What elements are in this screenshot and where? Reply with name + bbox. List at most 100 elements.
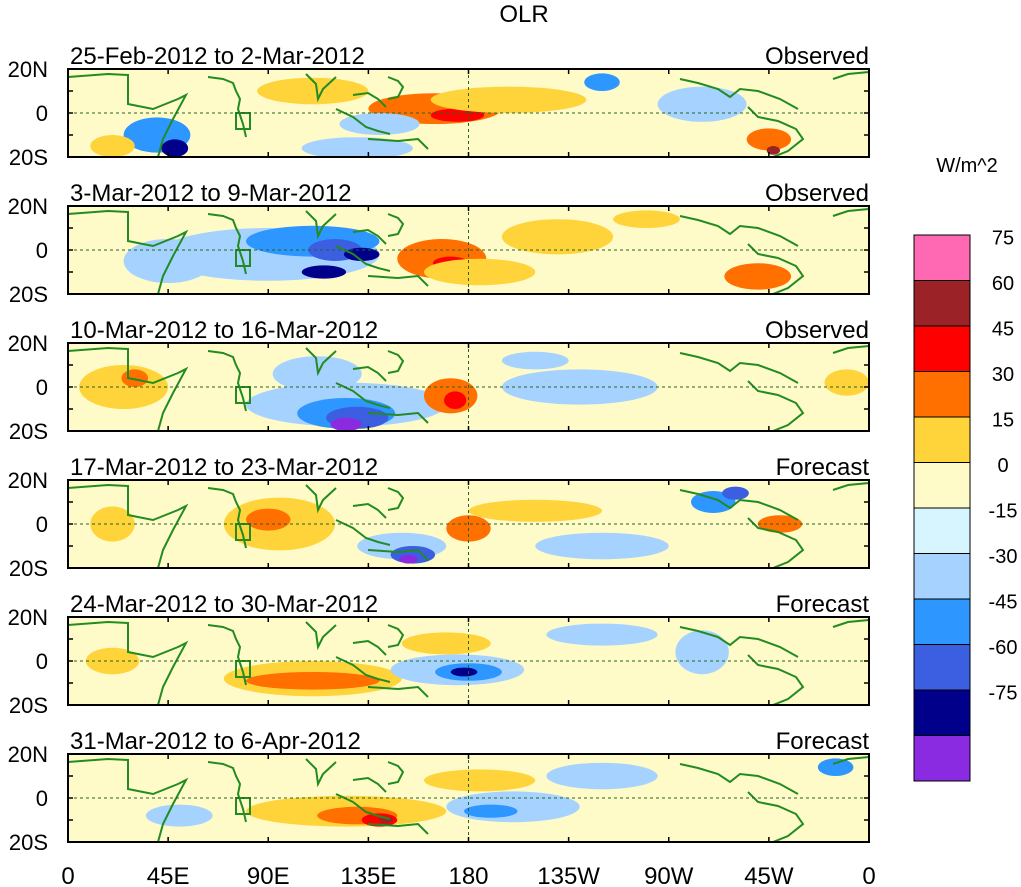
olr-anomaly-patch xyxy=(145,804,213,827)
x-tick-label: 90E xyxy=(247,863,290,887)
coastline xyxy=(305,758,337,788)
coastline xyxy=(679,352,799,384)
map-panel: 25-Feb-2012 to 2-Mar-2012 Observed 20N 0 20S xyxy=(8,43,870,170)
coastline xyxy=(747,243,805,294)
panel-status: Observed xyxy=(765,43,869,70)
x-tick-label: 135E xyxy=(340,863,396,887)
coastline xyxy=(68,483,189,568)
colorbar-label: 75 xyxy=(992,228,1014,250)
coastline xyxy=(68,346,189,431)
y-tick-label: 20S xyxy=(9,282,48,307)
panel-period: 17-Mar-2012 to 23-Mar-2012 xyxy=(70,454,378,481)
y-tick-label: 20N xyxy=(8,742,48,767)
coastline xyxy=(207,213,247,275)
map-area xyxy=(68,754,869,842)
panel-period: 3-Mar-2012 to 9-Mar-2012 xyxy=(70,180,351,207)
coastline xyxy=(367,822,429,835)
coastline xyxy=(335,519,391,546)
olr-anomaly-patch xyxy=(343,247,380,261)
map-area xyxy=(68,343,869,431)
olr-anomaly-patch xyxy=(424,769,536,792)
y-tick-label: 20S xyxy=(9,556,48,581)
olr-anomaly-patch xyxy=(424,258,536,286)
colorbar-label: 45 xyxy=(992,319,1014,341)
coastline xyxy=(367,137,429,150)
panel-period: 31-Mar-2012 to 6-Apr-2012 xyxy=(70,728,361,755)
olr-anomaly-patch xyxy=(446,791,580,823)
y-tick-label: 0 xyxy=(36,101,48,126)
olr-anomaly-patch xyxy=(584,73,620,91)
x-axis: 0 45E 90E 135E 180 135W 90W 45W 0 xyxy=(61,863,875,887)
y-tick-label: 20N xyxy=(8,331,48,356)
panel-status: Observed xyxy=(765,180,869,207)
coastline xyxy=(387,624,405,648)
map-panel: 3-Mar-2012 to 9-Mar-2012 Observed 20N 0 20S xyxy=(8,180,870,307)
colorbar-swatch xyxy=(913,416,971,463)
colorbar-label: -75 xyxy=(989,683,1018,705)
coastline xyxy=(207,76,247,138)
coastline xyxy=(207,761,247,823)
olr-anomaly-patch xyxy=(468,499,602,522)
coastline xyxy=(367,411,429,424)
y-tick-label: 20S xyxy=(9,145,48,170)
colorbar-swatch xyxy=(913,325,971,372)
y-tick-label: 20N xyxy=(8,57,48,82)
coastline xyxy=(68,620,189,705)
colorbar-swatch xyxy=(913,598,971,645)
map-area xyxy=(68,69,869,157)
colorbar-label: -30 xyxy=(989,546,1018,568)
olr-anomaly-patch xyxy=(301,265,347,279)
coastline xyxy=(305,210,337,240)
map-panel: 31-Mar-2012 to 6-Apr-2012 Forecast 20N 0 20S xyxy=(8,728,870,855)
coastline xyxy=(335,793,391,820)
coastline xyxy=(679,215,799,247)
map-panel: 24-Mar-2012 to 30-Mar-2012 Forecast 20N 0 20… xyxy=(8,591,870,718)
coastline xyxy=(832,71,869,80)
coastline xyxy=(747,380,805,431)
coastline xyxy=(352,502,387,519)
map-area xyxy=(68,206,869,294)
olr-anomaly-patch xyxy=(766,146,780,155)
x-tick-label: 135W xyxy=(537,863,600,887)
colorbar-swatch xyxy=(913,371,971,418)
map-panel: 10-Mar-2012 to 16-Mar-2012 Observed 20N 0 20… xyxy=(8,317,870,444)
y-tick-label: 20S xyxy=(9,419,48,444)
olr-anomaly-patch xyxy=(535,532,669,560)
coastline xyxy=(335,382,391,409)
coastline xyxy=(679,626,799,658)
coastline xyxy=(387,350,405,374)
olr-anomaly-patch xyxy=(546,623,658,646)
coastline xyxy=(352,776,387,793)
y-tick-label: 20N xyxy=(8,194,48,219)
coastline xyxy=(68,209,189,294)
coastline xyxy=(352,91,387,108)
olr-anomaly-patch xyxy=(161,139,189,157)
olr-anomaly-patch xyxy=(450,667,478,677)
coastline xyxy=(305,73,337,103)
colorbar-label: 0 xyxy=(997,455,1008,477)
olr-anomaly-patch xyxy=(675,630,729,675)
olr-anomaly-patch xyxy=(501,219,614,255)
panel-period: 25-Feb-2012 to 2-Mar-2012 xyxy=(70,43,365,70)
x-tick-label: 0 xyxy=(61,863,74,887)
coastline xyxy=(305,621,337,651)
coastline xyxy=(832,619,869,628)
coastline xyxy=(747,106,805,157)
map-area xyxy=(68,480,869,568)
coastline xyxy=(335,108,391,135)
coastline xyxy=(387,76,405,100)
coastline xyxy=(305,484,337,514)
coastline xyxy=(679,489,799,521)
olr-anomaly-patch xyxy=(330,417,362,431)
olr-anomaly-patch xyxy=(724,263,792,290)
coastline xyxy=(679,78,799,110)
panel-status: Forecast xyxy=(776,591,870,618)
panel-period: 10-Mar-2012 to 16-Mar-2012 xyxy=(70,317,378,344)
coastline xyxy=(367,685,429,698)
olr-anomaly-patch xyxy=(257,77,369,105)
colorbar-units: W/m^2 xyxy=(936,155,998,177)
coastline xyxy=(387,487,405,511)
coastline xyxy=(832,208,869,217)
olr-anomaly-patch xyxy=(399,554,418,564)
coastline xyxy=(305,347,337,377)
